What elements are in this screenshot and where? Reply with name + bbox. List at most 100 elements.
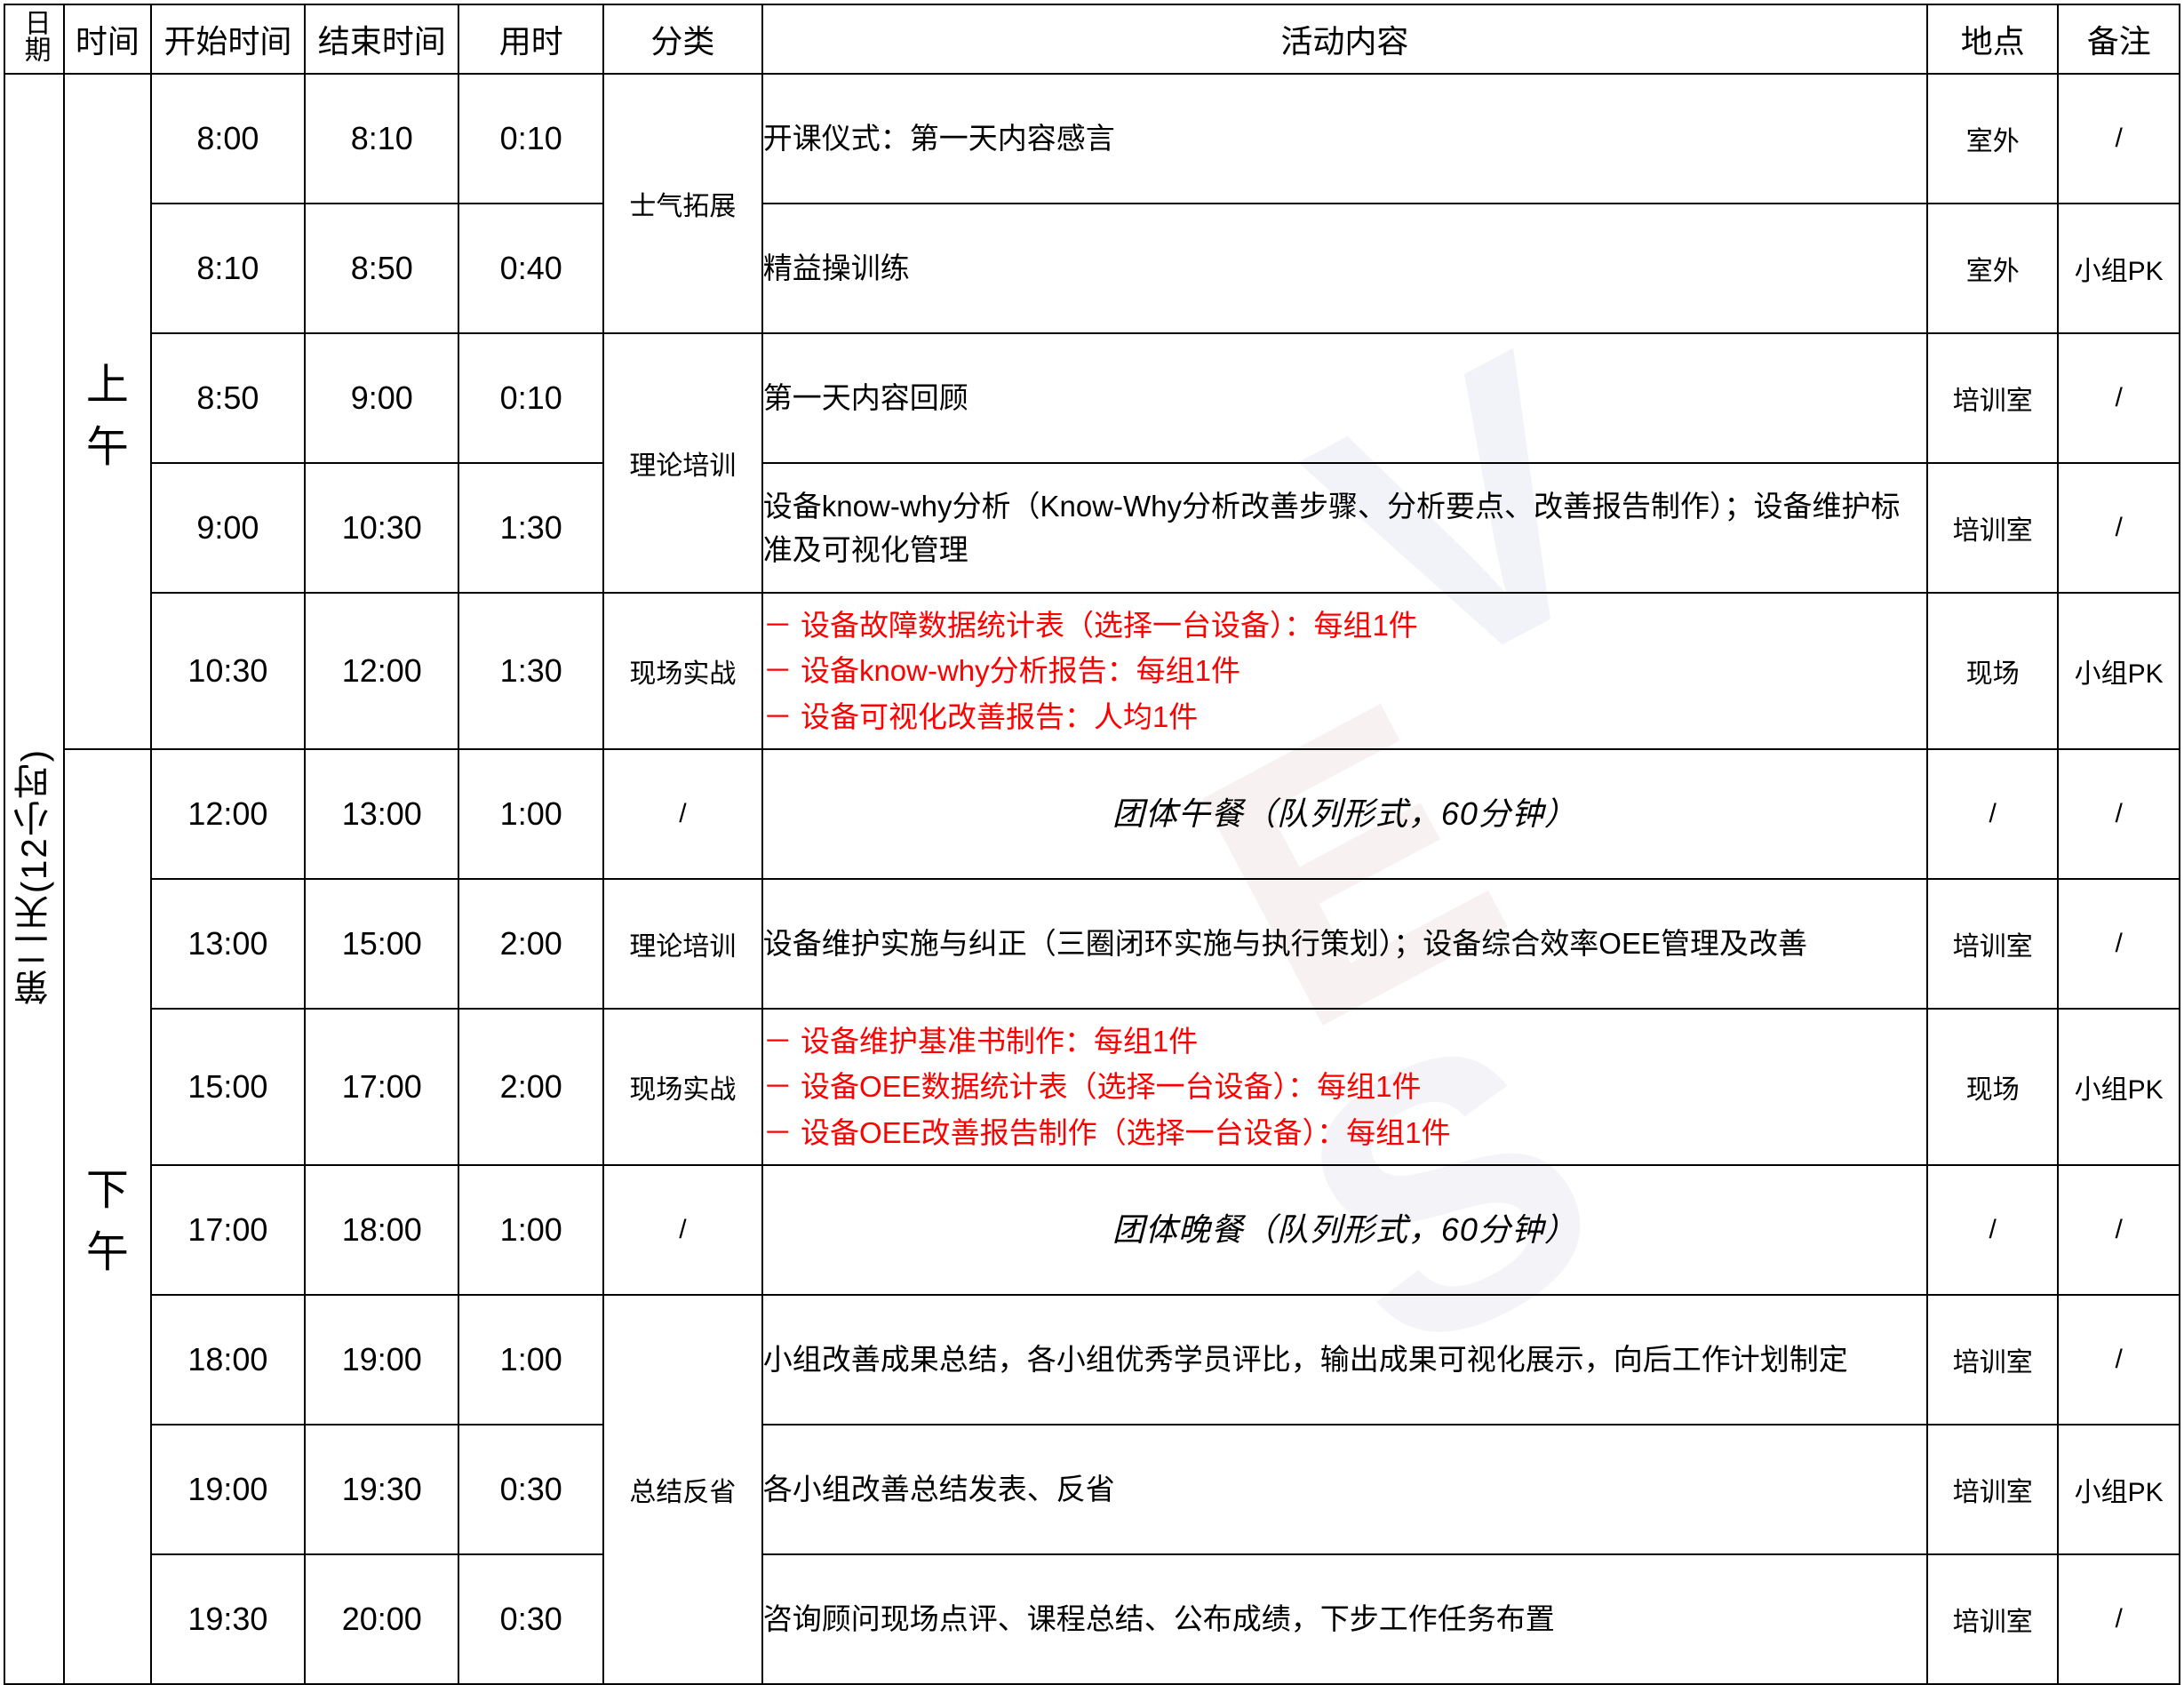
end-cell: 13:00 xyxy=(304,748,460,880)
activity-deliverable-line: － 设备故障数据统计表（选择一台设备）：每组1件 xyxy=(762,609,1418,643)
activity-cell: 精益操训练 xyxy=(761,203,1929,334)
note-cell: / xyxy=(2057,748,2180,880)
end-cell: 10:30 xyxy=(304,462,460,594)
start-cell: 13:00 xyxy=(149,878,307,1010)
start-cell: 19:00 xyxy=(149,1424,307,1555)
column-header-place: 地点 xyxy=(1926,4,2060,75)
place-cell: / xyxy=(1926,748,2060,880)
column-header-note: 备注 xyxy=(2057,4,2180,75)
activity-cell: 各小组改善总结发表、反省 xyxy=(761,1424,1929,1555)
place-cell: 培训室 xyxy=(1926,878,2060,1010)
note-cell: 小组PK xyxy=(2057,203,2180,334)
training-schedule-table: 日期 时间 开始时间 结束时间 用时 分类 活动内容 地点 备注 第二天(12小… xyxy=(3,4,2180,1685)
place-cell: 室外 xyxy=(1926,73,2060,204)
activity-text: 设备维护实施与纠正（三圈闭环实施与执行策划）；设备综合效率OEE管理及改善 xyxy=(762,927,1807,961)
column-header-date: 日期 xyxy=(3,4,66,75)
start-cell: 12:00 xyxy=(149,748,307,880)
activity-deliverable-line: － 设备维护基准书制作：每组1件 xyxy=(762,1025,1199,1058)
end-cell: 8:50 xyxy=(304,203,460,334)
table-row: 17:00 18:00 1:00/团体晚餐（队列形式，60分钟） / / xyxy=(4,1164,2180,1296)
column-header-period: 时间 xyxy=(63,4,152,75)
period-cell-morning: 上午 xyxy=(63,73,152,750)
activity-text: 第一天内容回顾 xyxy=(762,381,968,415)
activity-cell: 团体晚餐（队列形式，60分钟） xyxy=(761,1164,1929,1296)
category-cell: / xyxy=(602,1164,763,1296)
duration-cell: 0:40 xyxy=(458,203,604,334)
start-cell: 10:30 xyxy=(149,592,307,750)
column-header-category: 分类 xyxy=(602,4,763,75)
activity-text: 小组改善成果总结，各小组优秀学员评比，输出成果可视化展示，向后工作计划制定 xyxy=(762,1343,1848,1377)
note-cell: 小组PK xyxy=(2057,592,2180,750)
duration-cell: 1:00 xyxy=(458,1294,604,1425)
activity-cell: 咨询顾问现场点评、课程总结、公布成绩，下步工作任务布置 xyxy=(761,1553,1929,1685)
duration-cell: 0:30 xyxy=(458,1553,604,1685)
start-cell: 18:00 xyxy=(149,1294,307,1425)
table-row: 下午 12:00 13:00 1:00/团体午餐（队列形式，60分钟） / / xyxy=(4,748,2180,1685)
note-cell: / xyxy=(2057,332,2180,464)
end-cell: 8:10 xyxy=(304,73,460,204)
end-cell: 9:00 xyxy=(304,332,460,464)
table-body: 第二天(12小时) 上午 8:00 8:10 0:10 士气拓展 开课仪式：第一天内容感言室… xyxy=(3,73,2180,1685)
table-row: 10:30 12:00 1:30 现场实战－ 设备故障数据统计表（选择一台设备）：每组… xyxy=(4,592,2180,750)
place-cell: / xyxy=(1926,1164,2060,1296)
note-cell: / xyxy=(2057,462,2180,594)
table-row: 第二天(12小时) 上午 8:00 8:10 0:10 士气拓展 开课仪式：第一天内容感言室… xyxy=(3,73,2180,1685)
note-cell: / xyxy=(2057,1294,2180,1425)
end-cell: 17:00 xyxy=(304,1008,460,1166)
end-cell: 19:30 xyxy=(304,1424,460,1555)
activity-text: 咨询顾问现场点评、课程总结、公布成绩，下步工作任务布置 xyxy=(762,1602,1555,1636)
place-cell: 培训室 xyxy=(1926,1424,2060,1555)
activity-cell: 开课仪式：第一天内容感言 xyxy=(761,73,1929,204)
activity-text: 团体晚餐（队列形式，60分钟） xyxy=(1112,1211,1577,1248)
column-header-duration: 用时 xyxy=(458,4,604,75)
note-cell: 小组PK xyxy=(2057,1424,2180,1555)
table-row: 13:00 15:00 2:00 理论培训 设备维护实施与纠正（三圈闭环实施与执行策划）… xyxy=(4,878,2180,1010)
activity-deliverable-line: － 设备OEE改善报告制作（选择一台设备）：每组1件 xyxy=(762,1115,1451,1149)
category-cell: 理论培训 xyxy=(602,878,763,1010)
place-cell: 培训室 xyxy=(1926,1553,2060,1685)
duration-cell: 1:30 xyxy=(458,462,604,594)
activity-deliverable-line: － 设备可视化改善报告：人均1件 xyxy=(762,699,1199,733)
start-cell: 15:00 xyxy=(149,1008,307,1166)
place-cell: 现场 xyxy=(1926,1008,2060,1166)
activity-cell: 设备维护实施与纠正（三圈闭环实施与执行策划）；设备综合效率OEE管理及改善 xyxy=(761,878,1929,1010)
duration-cell: 1:00 xyxy=(458,748,604,880)
activity-text: 各小组改善总结发表、反省 xyxy=(762,1473,1115,1506)
column-header-end-time: 结束时间 xyxy=(304,4,460,75)
column-header-start-time: 开始时间 xyxy=(149,4,307,75)
category-cell: 理论培训 xyxy=(602,332,763,594)
duration-cell: 2:00 xyxy=(458,1008,604,1166)
end-cell: 20:00 xyxy=(304,1553,460,1685)
end-cell: 15:00 xyxy=(304,878,460,1010)
table-row: 15:00 17:00 2:00 现场实战－ 设备维护基准书制作：每组1件 － 设备OE… xyxy=(4,1008,2180,1166)
category-cell: 现场实战 xyxy=(602,592,763,750)
note-cell: / xyxy=(2057,1164,2180,1296)
duration-cell: 1:00 xyxy=(458,1164,604,1296)
activity-text: 开课仪式：第一天内容感言 xyxy=(762,122,1115,156)
start-cell: 17:00 xyxy=(149,1164,307,1296)
activity-text: 团体午餐（队列形式，60分钟） xyxy=(1112,795,1577,832)
duration-cell: 0:10 xyxy=(458,332,604,464)
period-cell-afternoon: 下午 xyxy=(63,748,152,1685)
duration-cell: 1:30 xyxy=(458,592,604,750)
duration-cell: 2:00 xyxy=(458,878,604,1010)
place-cell: 培训室 xyxy=(1926,332,2060,464)
column-header-date-label: 日期 xyxy=(20,8,50,62)
note-cell: / xyxy=(2057,878,2180,1010)
place-cell: 室外 xyxy=(1926,203,2060,334)
category-cell: 士气拓展 xyxy=(602,73,763,334)
activity-cell: 设备know-why分析（Know-Why分析改善步骤、分析要点、改善报告制作）… xyxy=(761,462,1929,594)
place-cell: 培训室 xyxy=(1926,462,2060,594)
activity-deliverable-line: － 设备OEE数据统计表（选择一台设备）：每组1件 xyxy=(762,1070,1422,1104)
table-row: 8:50 9:00 0:10 理论培训 第一天内容回顾 培训室 / xyxy=(4,332,2180,594)
table-header-row: 日期 时间 开始时间 结束时间 用时 分类 活动内容 地点 备注 xyxy=(3,4,2180,75)
end-cell: 19:00 xyxy=(304,1294,460,1425)
category-cell: 总结反省 xyxy=(602,1294,763,1685)
activity-cell: 团体午餐（队列形式，60分钟） xyxy=(761,748,1929,880)
day-label-cell: 第二天(12小时) xyxy=(3,73,66,1685)
activity-cell: － 设备维护基准书制作：每组1件 － 设备OEE数据统计表（选择一台设备）：每组1… xyxy=(761,1008,1929,1166)
place-cell: 培训室 xyxy=(1926,1294,2060,1425)
table-row: 18:00 19:00 1:00 总结反省 小组改善成果总结，各小组优秀学员评比，输出成… xyxy=(4,1294,2180,1685)
table-row: 19:00 19:30 0:30 各小组改善总结发表、反省 培训室 小组PK xyxy=(4,1424,2180,1555)
activity-deliverable-line: － 设备know-why分析报告：每组1件 xyxy=(762,654,1241,688)
